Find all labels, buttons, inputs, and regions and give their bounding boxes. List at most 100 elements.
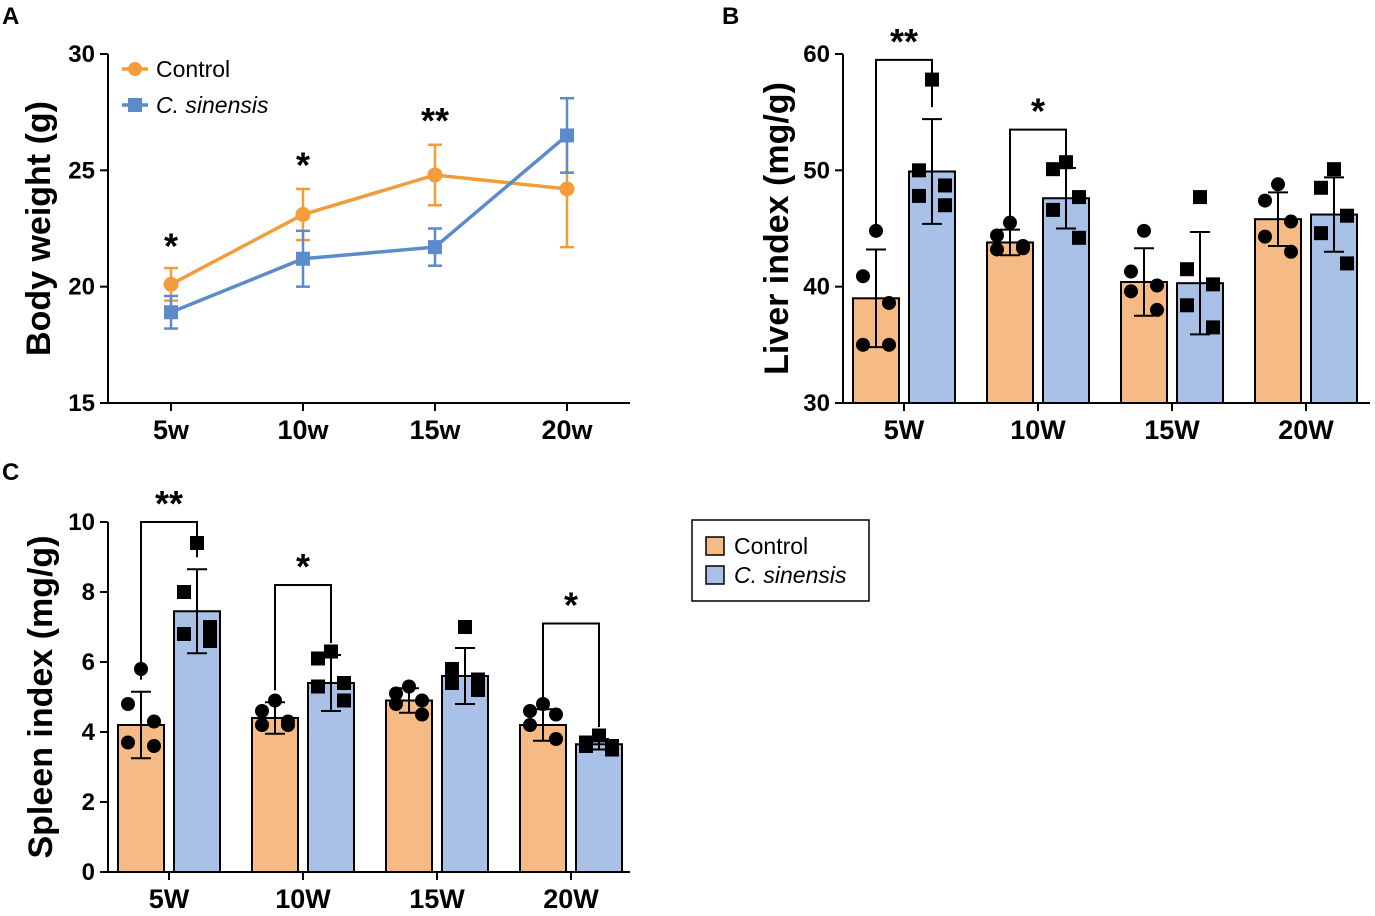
control-individual-point: [1016, 241, 1030, 256]
body-weight-x-tick-label: 20w: [541, 415, 593, 445]
control-individual-point: [1124, 284, 1138, 299]
spleen-index-y-tick-label: 6: [82, 649, 95, 676]
c-sinensis-individual-point: [1072, 230, 1086, 245]
control-individual-point: [856, 269, 870, 284]
liver-index-x-tick-label: 10W: [1010, 415, 1066, 445]
control-individual-point: [549, 707, 563, 722]
c-sinensis-individual-point: [471, 683, 485, 697]
control-individual-point: [523, 718, 537, 732]
body-weight-y-tick-label: 15: [68, 390, 95, 417]
c-sinensis-individual-point: [458, 620, 472, 634]
c-sinensis-bar: [307, 682, 355, 873]
control-individual-point: [882, 295, 896, 310]
body-weight-x-tick-label: 10w: [277, 415, 329, 445]
body-weight-y-axis-label: Body weight (g): [20, 101, 58, 356]
control-individual-point: [389, 697, 403, 711]
c-sinensis-individual-point: [1340, 208, 1354, 223]
c-sinensis-individual-point: [1059, 155, 1073, 170]
body-weight-y-tick-label: 20: [68, 274, 95, 301]
control-data-point: [427, 167, 443, 183]
spleen-index-y-tick-label: 4: [82, 719, 96, 746]
control-individual-point: [990, 242, 1004, 257]
c-sinensis-data-point: [428, 240, 442, 255]
liver-index-y-tick-label: 60: [803, 41, 830, 68]
significance-star: *: [296, 144, 310, 185]
liver-index-bar-chart: 30 40 50 60 Liver index (mg/g) 5W ** 10W * 15W 20W: [758, 21, 1370, 445]
legend-box-c: Control C. sinensis: [691, 519, 870, 602]
legend-label-control: Control: [734, 533, 808, 559]
control-individual-point: [389, 686, 403, 701]
c-sinensis-individual-point: [311, 651, 325, 666]
c-sinensis-individual-point: [1340, 256, 1354, 271]
c-sinensis-data-point: [296, 251, 310, 266]
control-individual-point: [536, 697, 550, 711]
c-sinensis-individual-point: [1180, 262, 1194, 277]
body-weight-x-tick-label: 15w: [409, 415, 461, 445]
c-sinensis-individual-point: [912, 188, 926, 203]
c-sinensis-individual-point: [337, 676, 351, 690]
spleen-index-y-tick-label: 0: [82, 859, 95, 886]
control-bar: [519, 724, 567, 873]
control-bar: [251, 717, 299, 873]
c-sinensis-individual-point: [1180, 298, 1194, 313]
c-sinensis-individual-point: [1046, 202, 1060, 217]
body-weight-x-tick-label: 5w: [153, 415, 190, 445]
spleen-index-bar-chart: 0 2 4 6 8 10 Spleen index (mg/g) 5W ** 10W * 15W 20W…: [22, 483, 630, 914]
spleen-index-y-axis-label: Spleen index (mg/g): [22, 535, 60, 858]
significance-star: *: [1031, 91, 1045, 132]
liver-index-y-tick-label: 50: [803, 157, 830, 184]
control-individual-point: [281, 718, 295, 732]
c-sinensis-individual-point: [579, 739, 593, 753]
control-data-point: [295, 207, 311, 223]
spleen-index-y-tick-label: 8: [82, 579, 95, 606]
body-weight-y-tick-label: 25: [68, 157, 95, 184]
control-individual-point: [1137, 223, 1151, 238]
c-sinensis-individual-point: [177, 627, 191, 641]
control-individual-point: [1258, 193, 1272, 208]
panel-label-b: B: [722, 3, 739, 30]
legend-label-c-sinensis: C. sinensis: [734, 562, 847, 588]
significance-bracket: [274, 584, 332, 691]
significance-star: *: [164, 226, 178, 267]
control-individual-point: [1003, 215, 1017, 230]
control-data-point: [163, 276, 179, 292]
c-sinensis-individual-point: [324, 644, 338, 659]
c-sinensis-individual-point: [938, 198, 952, 213]
c-sinensis-individual-point: [938, 178, 952, 193]
control-individual-point: [121, 697, 135, 711]
body-weight-y-tick-label: 30: [68, 41, 95, 68]
c-sinensis-data-point: [164, 305, 178, 320]
c-sinensis-individual-point: [203, 634, 217, 648]
c-sinensis-individual-point: [1193, 190, 1207, 205]
c-sinensis-individual-point: [912, 163, 926, 178]
control-individual-point: [1284, 214, 1298, 229]
spleen-index-x-tick-label: 20W: [543, 884, 599, 914]
c-sinensis-bar: [441, 675, 489, 873]
c-sinensis-individual-point: [1327, 162, 1341, 177]
spleen-index-x-tick-label: 5W: [149, 884, 190, 914]
spleen-index-x-tick-label: 15W: [409, 884, 465, 914]
liver-index-y-axis-label: Liver index (mg/g): [758, 82, 796, 375]
control-individual-point: [255, 704, 269, 718]
control-individual-point: [1284, 244, 1298, 259]
legend-marker-control: [128, 62, 142, 76]
c-sinensis-individual-point: [1314, 180, 1328, 195]
control-individual-point: [1124, 264, 1138, 279]
c-sinensis-data-point: [560, 128, 574, 143]
significance-star: **: [421, 100, 449, 141]
control-bar: [986, 241, 1034, 404]
c-sinensis-individual-point: [1072, 190, 1086, 205]
c-sinensis-individual-point: [1046, 162, 1060, 177]
control-individual-point: [415, 693, 429, 708]
legend-marker-c-sinensis: [128, 98, 142, 112]
control-bar: [385, 699, 433, 873]
legend-frame: [691, 519, 870, 602]
liver-index-y-tick-label: 30: [803, 390, 830, 417]
c-sinensis-individual-point: [177, 585, 191, 599]
spleen-index-y-tick-label: 10: [68, 509, 95, 536]
liver-index-x-tick-label: 15W: [1144, 415, 1200, 445]
significance-bracket: [140, 521, 198, 680]
c-sinensis-individual-point: [1206, 277, 1220, 292]
